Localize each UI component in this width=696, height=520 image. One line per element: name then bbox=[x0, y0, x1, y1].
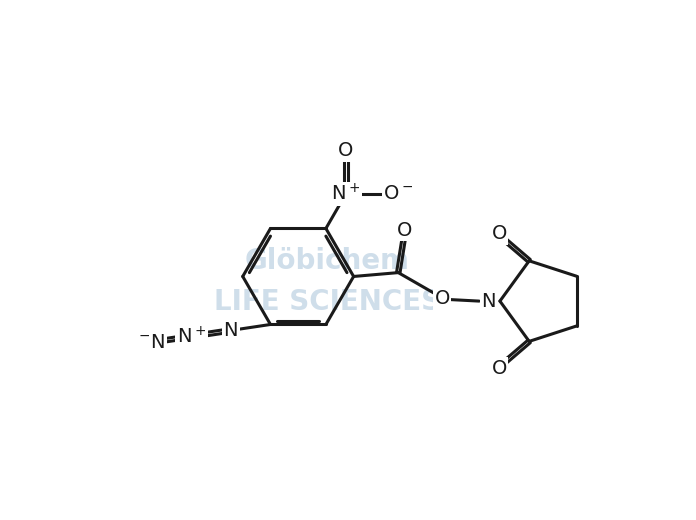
Text: O: O bbox=[491, 359, 507, 378]
Text: N: N bbox=[481, 292, 496, 310]
Text: N$^+$: N$^+$ bbox=[331, 183, 361, 204]
Text: N$^+$: N$^+$ bbox=[177, 326, 206, 347]
Text: Glöbichem
LIFE SCIENCES: Glöbichem LIFE SCIENCES bbox=[214, 247, 441, 317]
Text: O$^-$: O$^-$ bbox=[383, 184, 413, 203]
Text: N: N bbox=[223, 321, 238, 340]
Text: O: O bbox=[338, 141, 354, 160]
Text: $^{-}$N: $^{-}$N bbox=[139, 333, 165, 352]
Text: O: O bbox=[491, 224, 507, 243]
Text: O: O bbox=[434, 289, 450, 308]
Text: O: O bbox=[397, 221, 412, 240]
